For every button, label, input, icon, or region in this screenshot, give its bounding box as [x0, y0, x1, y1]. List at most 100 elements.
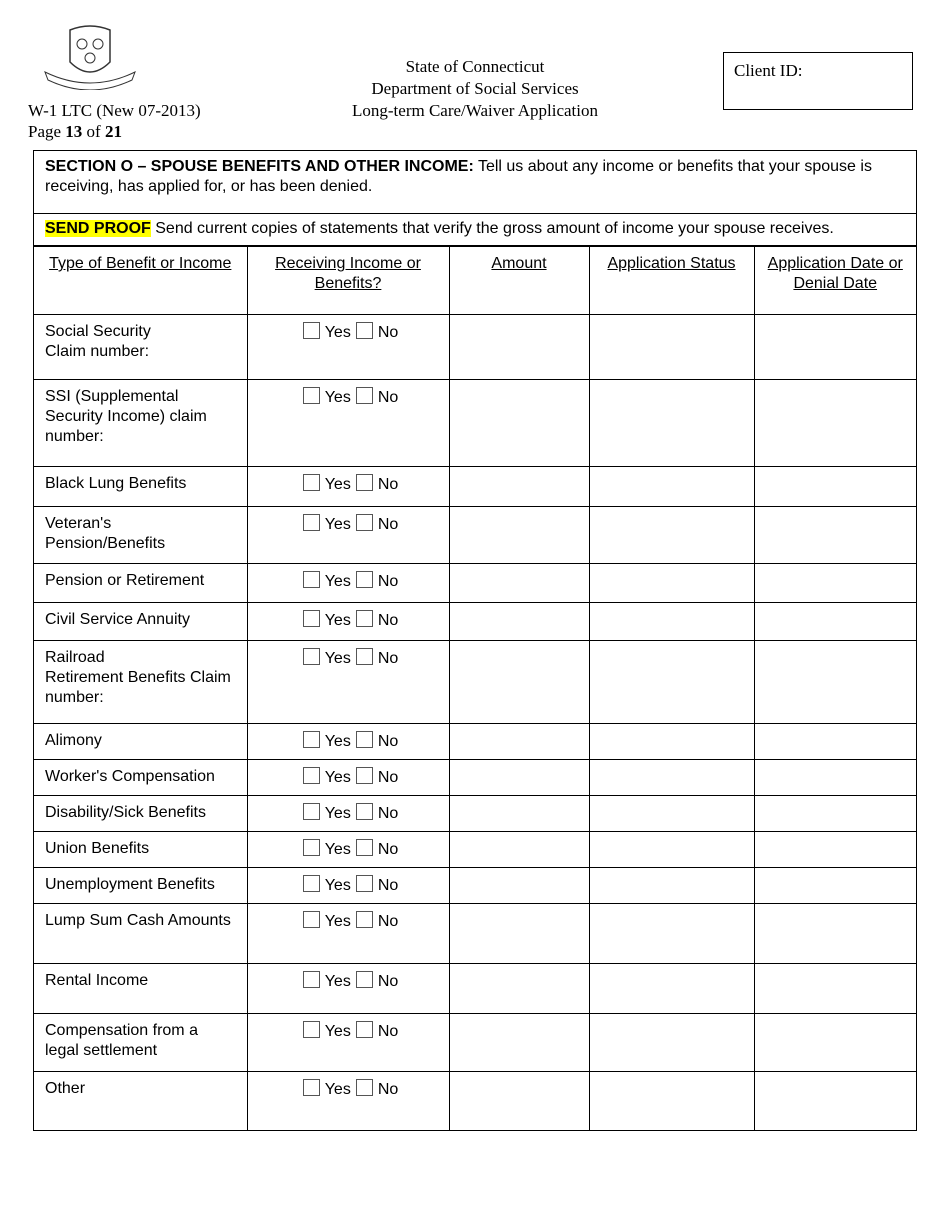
- no-label: No: [377, 973, 399, 990]
- date-input[interactable]: [753, 903, 916, 964]
- no-checkbox[interactable]: [355, 971, 373, 988]
- date-input[interactable]: [753, 795, 916, 832]
- no-checkbox[interactable]: [355, 322, 373, 339]
- amount-input[interactable]: [448, 466, 590, 507]
- amount-input[interactable]: [448, 723, 590, 760]
- date-input[interactable]: [753, 831, 916, 868]
- no-checkbox[interactable]: [355, 1079, 373, 1096]
- amount-input[interactable]: [448, 795, 590, 832]
- yes-label: Yes: [324, 324, 351, 341]
- date-input[interactable]: [753, 506, 916, 564]
- yes-checkbox[interactable]: [302, 911, 320, 928]
- yes-checkbox[interactable]: [302, 648, 320, 665]
- section-description: Tell us about any income or benefits tha…: [45, 158, 872, 195]
- no-checkbox[interactable]: [355, 387, 373, 404]
- status-input[interactable]: [588, 903, 755, 964]
- status-input[interactable]: [588, 759, 755, 796]
- yes-checkbox[interactable]: [302, 731, 320, 748]
- date-input[interactable]: [753, 466, 916, 507]
- yes-checkbox[interactable]: [302, 803, 320, 820]
- benefit-type: Lump Sum Cash Amounts: [34, 903, 248, 964]
- yes-checkbox[interactable]: [302, 971, 320, 988]
- table-row: Alimony Yes No: [34, 723, 916, 760]
- send-proof-note: SEND PROOF Send current copies of statem…: [34, 214, 916, 246]
- title-line: Long-term Care/Waiver Application: [352, 101, 598, 120]
- yes-checkbox[interactable]: [302, 474, 320, 491]
- date-input[interactable]: [753, 723, 916, 760]
- date-input[interactable]: [753, 640, 916, 724]
- yes-checkbox[interactable]: [302, 839, 320, 856]
- status-input[interactable]: [588, 963, 755, 1014]
- yes-label: Yes: [324, 769, 351, 786]
- no-checkbox[interactable]: [355, 767, 373, 784]
- date-input[interactable]: [753, 563, 916, 603]
- yes-checkbox[interactable]: [302, 1021, 320, 1038]
- no-label: No: [377, 1023, 399, 1040]
- section-title: SECTION O – SPOUSE BENEFITS AND OTHER IN…: [45, 158, 474, 175]
- date-input[interactable]: [753, 1071, 916, 1130]
- no-checkbox[interactable]: [355, 911, 373, 928]
- date-input[interactable]: [753, 1013, 916, 1072]
- no-checkbox[interactable]: [355, 875, 373, 892]
- no-checkbox[interactable]: [355, 571, 373, 588]
- yes-checkbox[interactable]: [302, 514, 320, 531]
- amount-input[interactable]: [448, 831, 590, 868]
- yes-checkbox[interactable]: [302, 387, 320, 404]
- yes-label: Yes: [324, 573, 351, 590]
- no-checkbox[interactable]: [355, 514, 373, 531]
- benefit-type: Union Benefits: [34, 831, 248, 868]
- no-checkbox[interactable]: [355, 803, 373, 820]
- status-input[interactable]: [588, 640, 755, 724]
- receiving-cell: Yes No: [246, 314, 450, 380]
- no-checkbox[interactable]: [355, 839, 373, 856]
- status-input[interactable]: [588, 563, 755, 603]
- amount-input[interactable]: [448, 602, 590, 641]
- amount-input[interactable]: [448, 506, 590, 564]
- no-checkbox[interactable]: [355, 1021, 373, 1038]
- amount-input[interactable]: [448, 314, 590, 380]
- date-input[interactable]: [753, 379, 916, 467]
- status-input[interactable]: [588, 602, 755, 641]
- no-checkbox[interactable]: [355, 474, 373, 491]
- no-checkbox[interactable]: [355, 731, 373, 748]
- yes-checkbox[interactable]: [302, 610, 320, 627]
- receiving-cell: Yes No: [246, 379, 450, 467]
- status-input[interactable]: [588, 1071, 755, 1130]
- status-input[interactable]: [588, 723, 755, 760]
- status-input[interactable]: [588, 1013, 755, 1072]
- client-id-field[interactable]: Client ID:: [723, 52, 913, 110]
- amount-input[interactable]: [448, 640, 590, 724]
- amount-input[interactable]: [448, 963, 590, 1014]
- amount-input[interactable]: [448, 867, 590, 904]
- yes-checkbox[interactable]: [302, 767, 320, 784]
- status-input[interactable]: [588, 506, 755, 564]
- status-input[interactable]: [588, 466, 755, 507]
- receiving-cell: Yes No: [246, 831, 450, 868]
- status-input[interactable]: [588, 831, 755, 868]
- date-input[interactable]: [753, 602, 916, 641]
- no-label: No: [377, 324, 399, 341]
- date-input[interactable]: [753, 314, 916, 380]
- yes-checkbox[interactable]: [302, 571, 320, 588]
- amount-input[interactable]: [448, 379, 590, 467]
- yes-label: Yes: [324, 973, 351, 990]
- no-checkbox[interactable]: [355, 610, 373, 627]
- amount-input[interactable]: [448, 1071, 590, 1130]
- yes-checkbox[interactable]: [302, 1079, 320, 1096]
- date-input[interactable]: [753, 963, 916, 1014]
- amount-input[interactable]: [448, 563, 590, 603]
- amount-input[interactable]: [448, 1013, 590, 1072]
- amount-input[interactable]: [448, 759, 590, 796]
- benefit-type: Social Security Claim number:: [34, 314, 248, 380]
- date-input[interactable]: [753, 867, 916, 904]
- status-input[interactable]: [588, 314, 755, 380]
- yes-checkbox[interactable]: [302, 875, 320, 892]
- status-input[interactable]: [588, 867, 755, 904]
- status-input[interactable]: [588, 379, 755, 467]
- date-input[interactable]: [753, 759, 916, 796]
- status-input[interactable]: [588, 795, 755, 832]
- table-row: Civil Service Annuity Yes No: [34, 602, 916, 641]
- no-checkbox[interactable]: [355, 648, 373, 665]
- yes-checkbox[interactable]: [302, 322, 320, 339]
- amount-input[interactable]: [448, 903, 590, 964]
